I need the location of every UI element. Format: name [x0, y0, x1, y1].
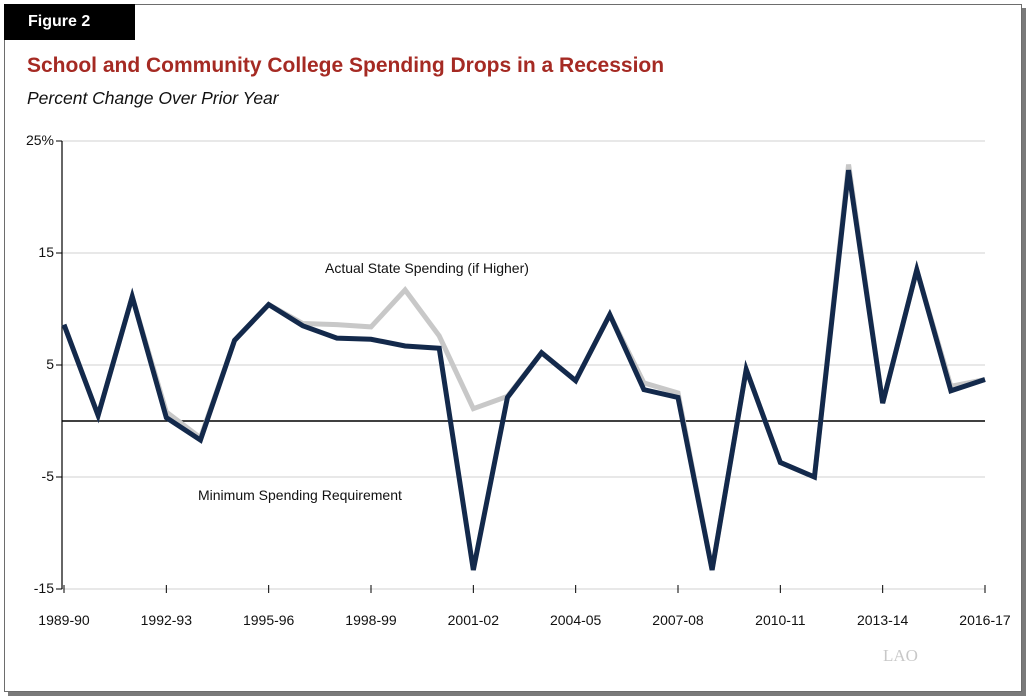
series-label-actual: Actual State Spending (if Higher) [325, 260, 529, 276]
actual-spending-line [61, 164, 986, 571]
x-tick-label: 2010-11 [755, 612, 806, 628]
y-tick-label: 25% [26, 132, 54, 148]
x-tick-label: 1995-96 [243, 612, 295, 628]
x-tick-label: 1998-99 [345, 612, 397, 628]
x-tick-label: 2013-14 [857, 612, 909, 628]
x-tick-label: 1989-90 [38, 612, 90, 628]
figure-label: Figure 2 [4, 4, 135, 40]
minimum-requirement-line [61, 169, 986, 571]
x-tick-label: 2004-05 [550, 612, 602, 628]
x-tick-label: 2001-02 [448, 612, 500, 628]
chart-subtitle: Percent Change Over Prior Year [27, 88, 279, 108]
x-tick-label: 2016-17 [959, 612, 1011, 628]
series-label-minimum: Minimum Spending Requirement [198, 487, 402, 503]
y-tick-label: 5 [46, 356, 54, 372]
chart-title: School and Community College Spending Dr… [27, 54, 665, 77]
y-tick-label: -5 [42, 468, 55, 484]
y-tick-label: 15 [38, 244, 54, 260]
figure-frame [4, 4, 1022, 692]
y-tick-label: -15 [34, 580, 54, 596]
x-tick-label: 1992-93 [141, 612, 193, 628]
x-tick-label: 2007-08 [652, 612, 704, 628]
lao-logo: LAO [883, 646, 918, 665]
